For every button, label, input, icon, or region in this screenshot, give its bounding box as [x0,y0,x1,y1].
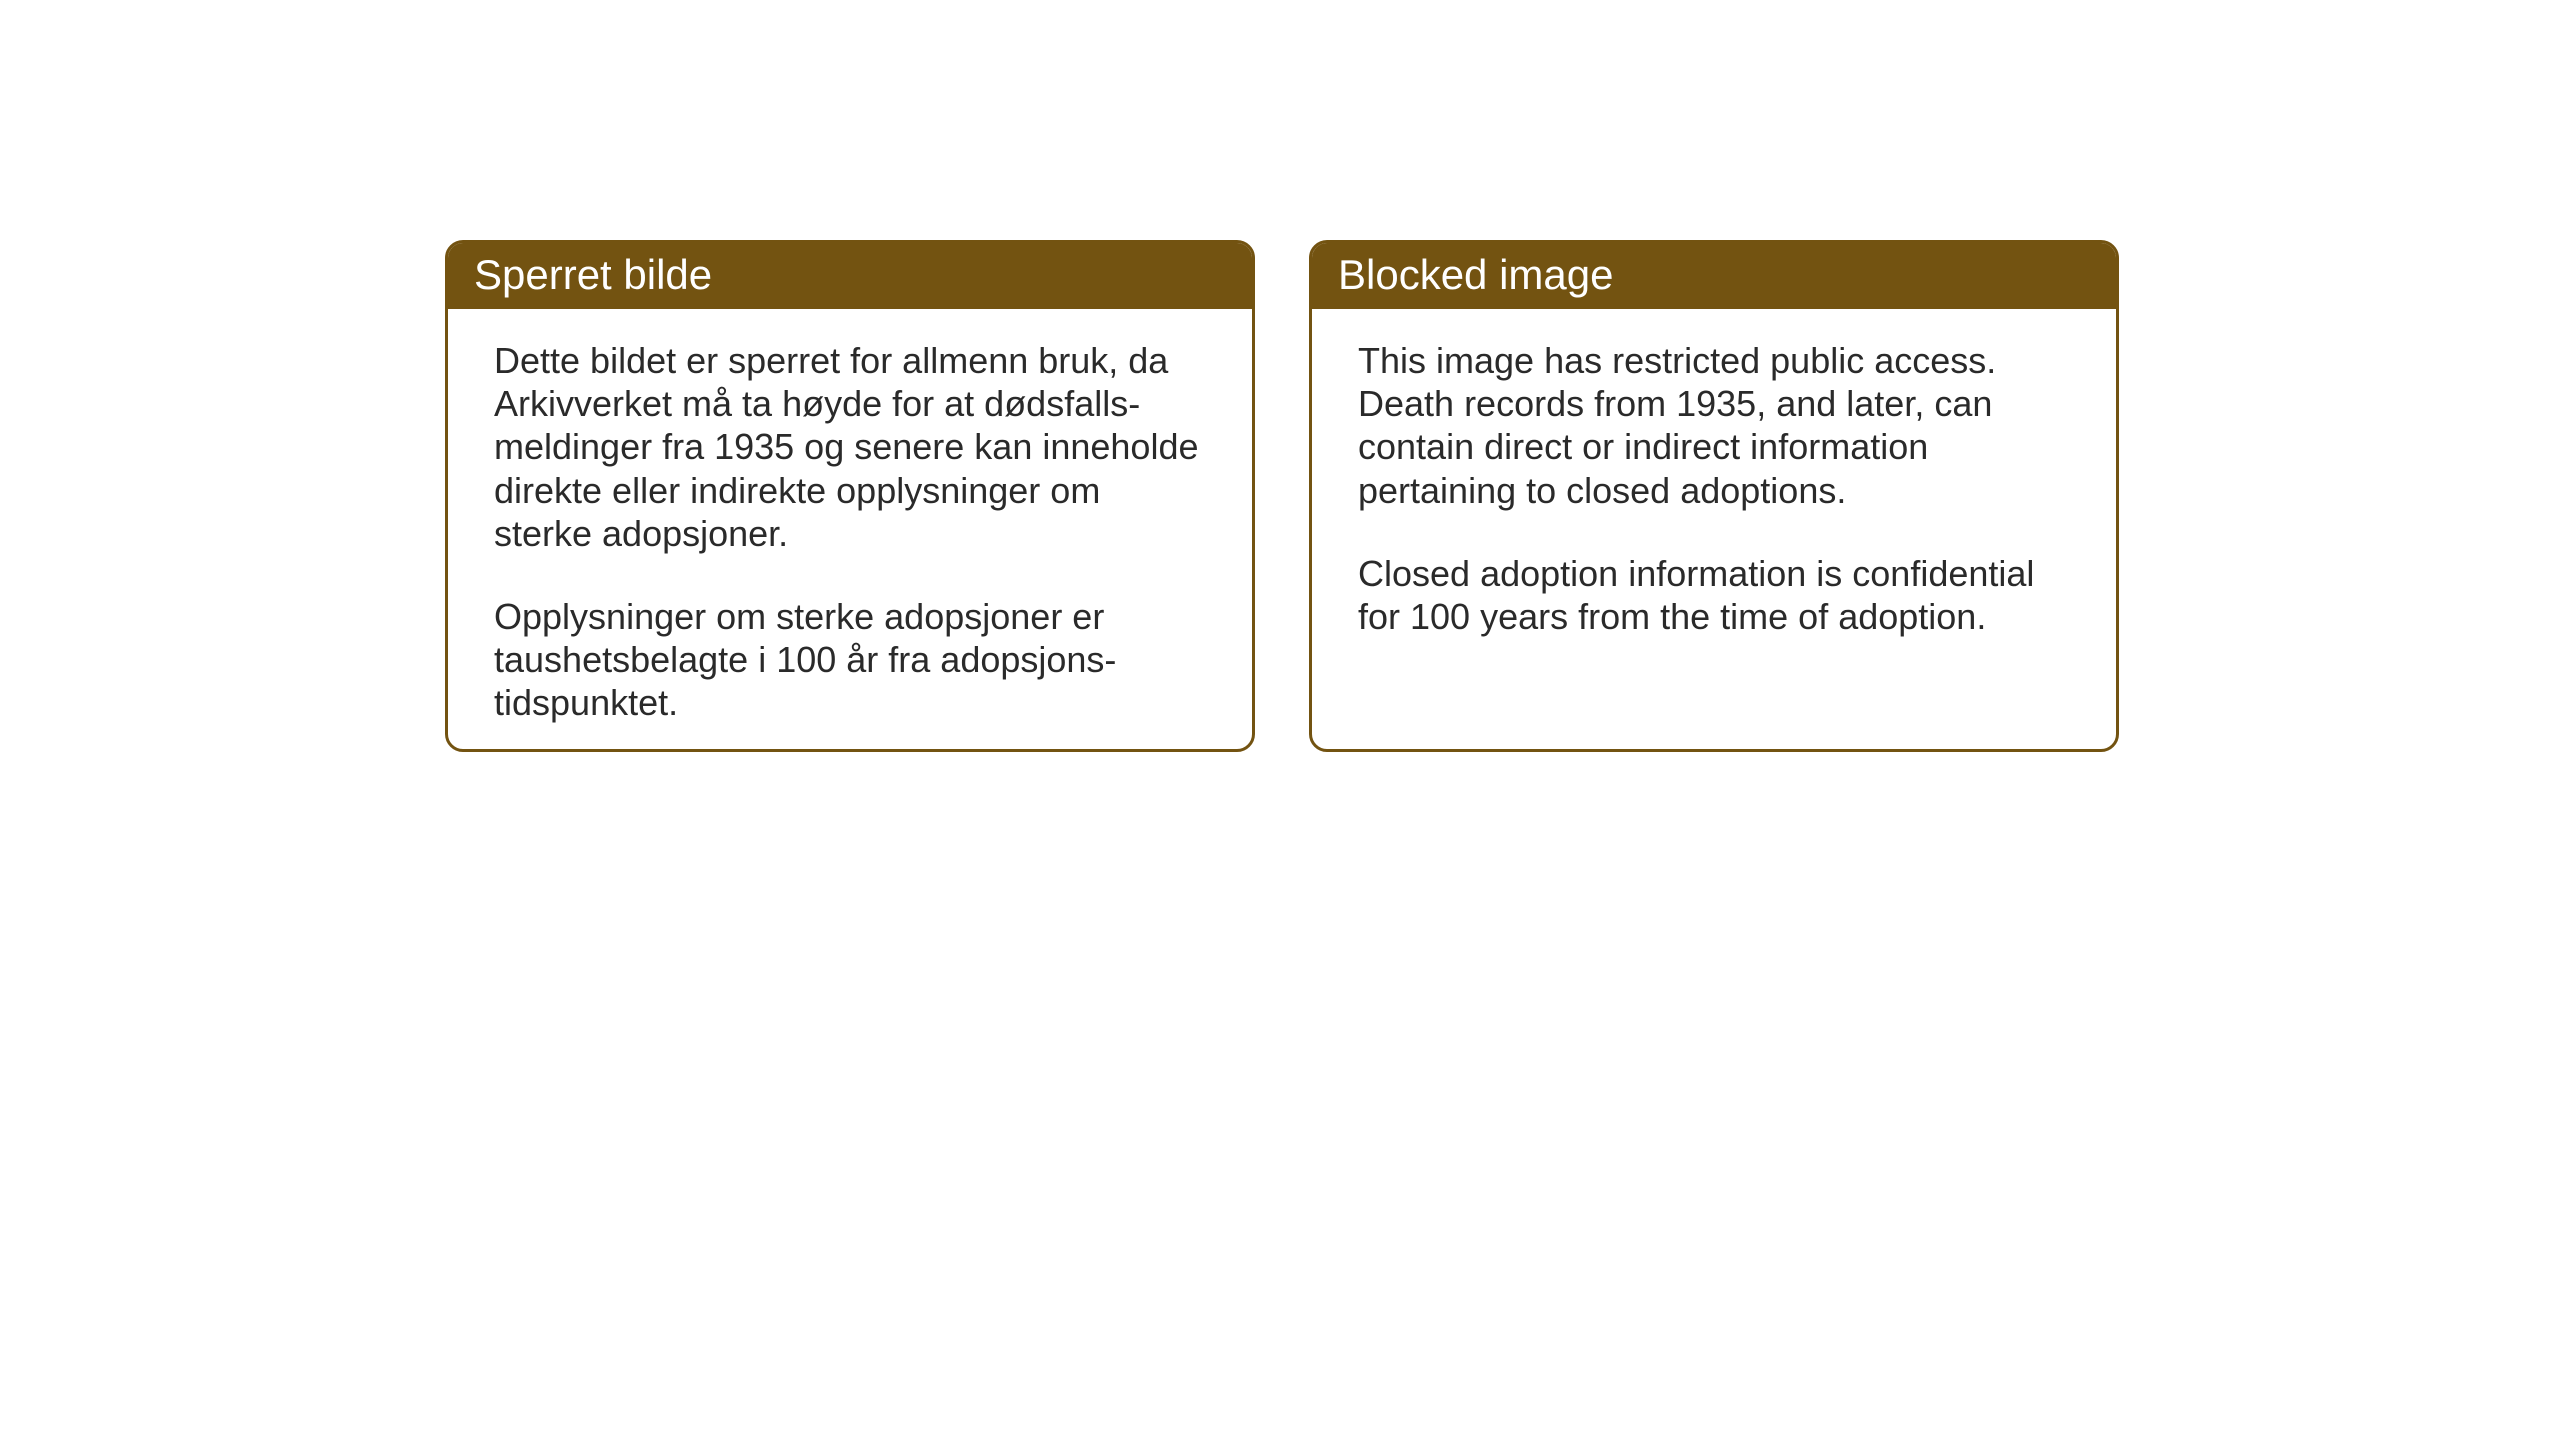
card-english-body: This image has restricted public access.… [1312,309,2116,668]
card-english-title: Blocked image [1338,251,1613,298]
card-english: Blocked image This image has restricted … [1309,240,2119,752]
cards-container: Sperret bilde Dette bildet er sperret fo… [445,240,2119,752]
card-norwegian-paragraph1: Dette bildet er sperret for allmenn bruk… [494,339,1206,555]
card-english-header: Blocked image [1312,243,2116,309]
card-english-paragraph2: Closed adoption information is confident… [1358,552,2070,638]
card-norwegian-header: Sperret bilde [448,243,1252,309]
card-norwegian-body: Dette bildet er sperret for allmenn bruk… [448,309,1252,752]
card-norwegian-paragraph2: Opplysninger om sterke adopsjoner er tau… [494,595,1206,725]
card-english-paragraph1: This image has restricted public access.… [1358,339,2070,512]
card-norwegian-title: Sperret bilde [474,251,712,298]
card-norwegian: Sperret bilde Dette bildet er sperret fo… [445,240,1255,752]
